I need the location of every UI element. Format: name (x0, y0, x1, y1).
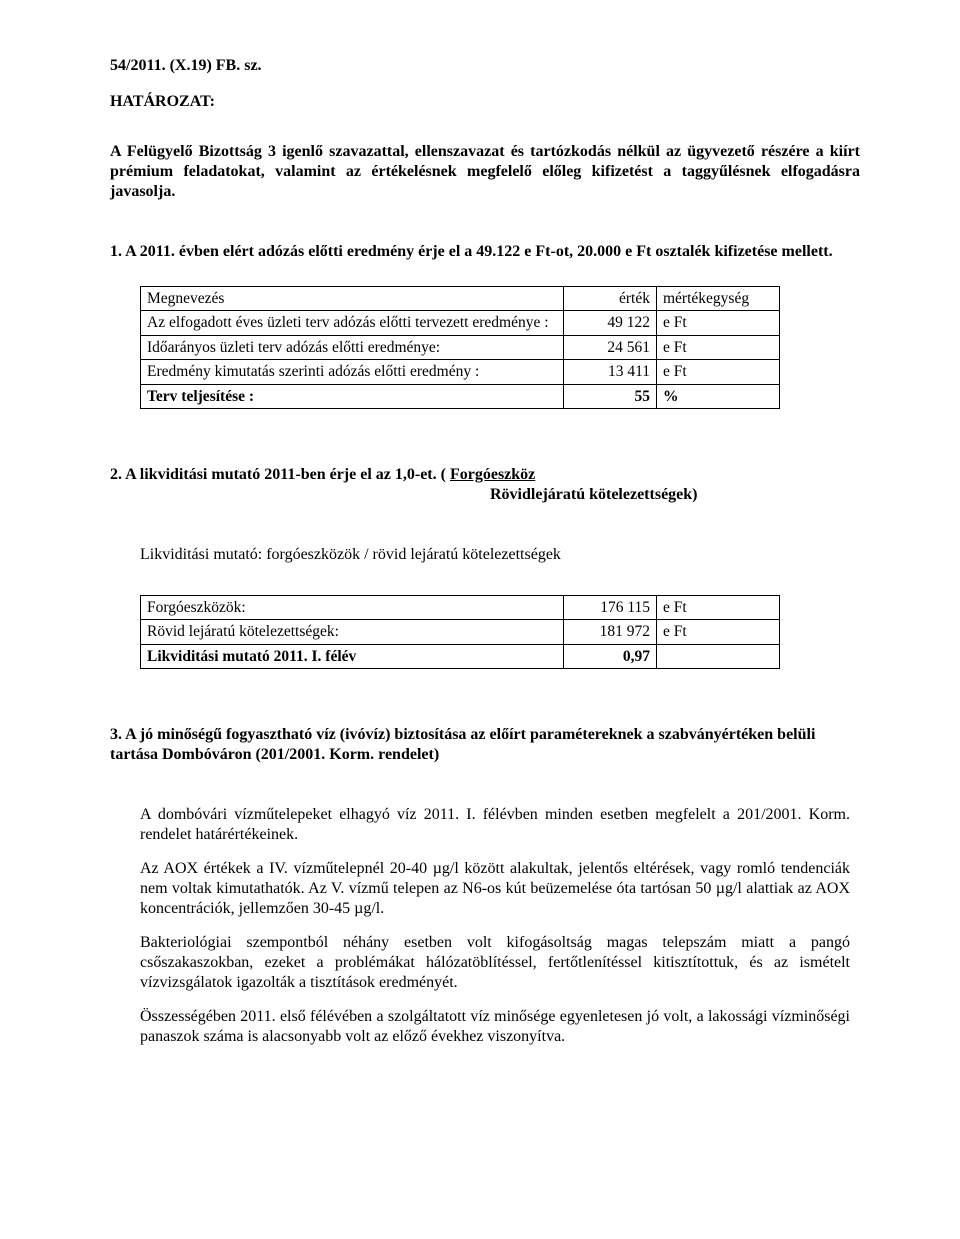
intro-paragraph: A Felügyelő Bizottság 3 igenlő szavazatt… (110, 142, 860, 202)
cell-name: Eredmény kimutatás szerinti adózás előtt… (141, 360, 564, 384)
cell-unit: e Ft (657, 335, 780, 359)
section-2-title-a: 2. A likviditási mutató 2011-ben érje el… (110, 466, 450, 483)
section-2-subtext: Likviditási mutató: forgóeszközök / rövi… (140, 545, 850, 565)
section-3-title: 3. A jó minőségű fogyasztható víz (ivóví… (110, 725, 860, 765)
cell-unit: e Ft (657, 620, 780, 644)
table-header-unit: mértékegység (657, 287, 780, 311)
section-3-p3: Bakteriológiai szempontból néhány esetbe… (140, 933, 850, 993)
cell-val: 49 122 (564, 311, 657, 335)
cell-unit (657, 644, 780, 668)
table-header-row: Megnevezés érték mértékegység (141, 287, 780, 311)
section-2-title: 2. A likviditási mutató 2011-ben érje el… (110, 465, 860, 485)
cell-val: 13 411 (564, 360, 657, 384)
cell-name: Időarányos üzleti terv adózás előtti ere… (141, 335, 564, 359)
cell-val: 0,97 (564, 644, 657, 668)
table-section-2: Forgóeszközök: 176 115 e Ft Rövid lejára… (140, 595, 780, 669)
section-1-title: 1. A 2011. évben elért adózás előtti ere… (110, 242, 860, 262)
table-row: Időarányos üzleti terv adózás előtti ere… (141, 335, 780, 359)
cell-unit: % (657, 384, 780, 408)
cell-unit: e Ft (657, 360, 780, 384)
table-row: Terv teljesítése : 55 % (141, 384, 780, 408)
section-3-p2: Az AOX értékek a IV. vízműtelepnél 20-40… (140, 859, 850, 919)
cell-val: 181 972 (564, 620, 657, 644)
doc-reference: 54/2011. (X.19) FB. sz. (110, 56, 860, 76)
cell-name: Az elfogadott éves üzleti terv adózás el… (141, 311, 564, 335)
decree-label: HATÁROZAT: (110, 92, 860, 112)
table-header-name: Megnevezés (141, 287, 564, 311)
table-section-1: Megnevezés érték mértékegység Az elfogad… (140, 286, 780, 409)
cell-name: Forgóeszközök: (141, 595, 564, 619)
section-2-title-line2: Rövidlejáratú kötelezettségek) (490, 485, 860, 505)
cell-unit: e Ft (657, 595, 780, 619)
cell-name: Likviditási mutató 2011. I. félév (141, 644, 564, 668)
table-row: Az elfogadott éves üzleti terv adózás el… (141, 311, 780, 335)
table-row: Rövid lejáratú kötelezettségek: 181 972 … (141, 620, 780, 644)
table-row: Eredmény kimutatás szerinti adózás előtt… (141, 360, 780, 384)
table-header-val: érték (564, 287, 657, 311)
table-row: Forgóeszközök: 176 115 e Ft (141, 595, 780, 619)
cell-val: 24 561 (564, 335, 657, 359)
cell-val: 176 115 (564, 595, 657, 619)
section-3-p4: Összességében 2011. első félévében a szo… (140, 1007, 850, 1047)
cell-name: Terv teljesítése : (141, 384, 564, 408)
section-2-title-underline: Forgóeszköz (450, 466, 535, 483)
section-3-p1: A dombóvári vízműtelepeket elhagyó víz 2… (140, 805, 850, 845)
table-row: Likviditási mutató 2011. I. félév 0,97 (141, 644, 780, 668)
cell-unit: e Ft (657, 311, 780, 335)
cell-val: 55 (564, 384, 657, 408)
cell-name: Rövid lejáratú kötelezettségek: (141, 620, 564, 644)
